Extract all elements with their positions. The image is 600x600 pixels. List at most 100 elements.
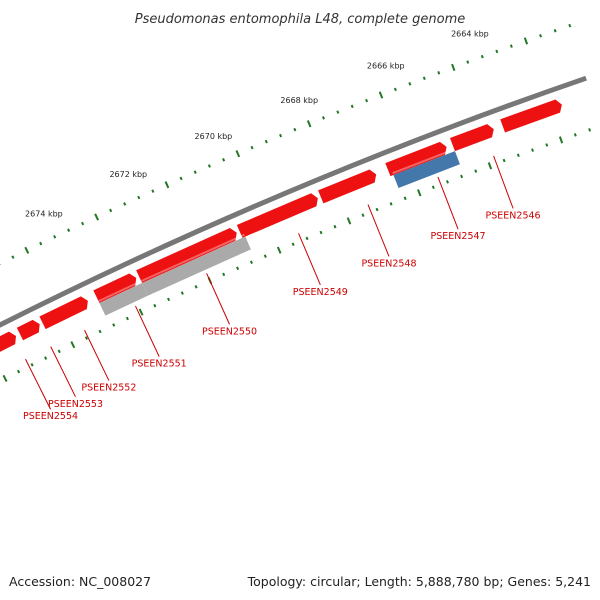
outer-tick xyxy=(568,23,572,28)
accession-text: Accession: NC_008027 xyxy=(9,574,152,589)
gene-label: PSEEN2551 xyxy=(132,359,187,370)
outer-tick xyxy=(523,37,529,45)
gene-label: PSEEN2552 xyxy=(81,383,136,394)
inner-tick xyxy=(305,236,309,241)
gene-label: PSEEN2547 xyxy=(431,231,486,242)
outer-tick xyxy=(495,49,499,54)
forward-gene xyxy=(235,190,318,238)
outer-tick xyxy=(11,255,15,259)
inner-tick xyxy=(57,349,61,354)
forward-gene xyxy=(384,139,447,177)
outer-tick xyxy=(408,82,412,86)
outer-tick-track xyxy=(0,23,572,266)
kbp-label: 2674 kbp xyxy=(25,209,63,218)
forward-gene xyxy=(499,96,562,133)
outer-tick xyxy=(553,28,557,33)
outer-tick xyxy=(350,104,354,109)
gene-label: PSEEN2546 xyxy=(486,210,541,221)
inner-tick xyxy=(44,356,48,360)
outer-tick xyxy=(365,98,369,103)
inner-tick xyxy=(389,202,393,206)
inner-tick xyxy=(417,189,422,197)
forward-gene xyxy=(38,293,88,330)
gene-leader-line xyxy=(134,305,160,357)
outer-tick xyxy=(279,133,283,138)
genome-backbone xyxy=(0,75,587,328)
inner-tick xyxy=(333,224,337,229)
outer-tick xyxy=(509,44,513,48)
kbp-label: 2672 kbp xyxy=(109,170,147,179)
gene-leader-line xyxy=(367,204,390,257)
inner-tick xyxy=(180,291,184,295)
outer-tick xyxy=(306,120,312,128)
inner-tick xyxy=(502,158,506,163)
inner-tick xyxy=(70,341,76,349)
inner-tick xyxy=(249,260,253,264)
forward-gene xyxy=(134,225,237,283)
kbp-scale-labels: 2664 kbp 2666 kbp 2668 kbp 2670 kbp 2672 kbp… xyxy=(25,30,489,219)
outer-tick xyxy=(250,145,254,150)
outer-tick xyxy=(393,87,397,92)
genome-summary-text: Topology: circular; Length: 5,888,780 bp… xyxy=(247,574,591,589)
inner-tick xyxy=(222,272,226,277)
gene-label: PSEEN2548 xyxy=(361,258,416,269)
gene-leader-line xyxy=(206,273,230,325)
outer-tick xyxy=(466,60,470,64)
outer-tick xyxy=(336,110,340,114)
outer-tick xyxy=(235,150,241,158)
outer-tick xyxy=(164,181,170,189)
inner-tick xyxy=(431,185,435,190)
outer-tick xyxy=(24,246,30,254)
gene-label: PSEEN2554 xyxy=(23,411,78,422)
inner-tick xyxy=(531,148,535,152)
inner-tick xyxy=(112,323,116,327)
inner-tick xyxy=(153,303,157,308)
forward-gene xyxy=(316,166,377,204)
inner-tick xyxy=(516,153,520,158)
inner-tick xyxy=(403,196,407,201)
forward-strand-genes xyxy=(0,96,562,352)
inner-tick xyxy=(263,254,267,258)
outer-tick xyxy=(539,34,542,38)
gene-leader-line xyxy=(437,176,459,230)
gene-label: PSEEN2549 xyxy=(293,287,348,298)
outer-tick xyxy=(109,208,113,213)
outer-tick xyxy=(123,202,127,206)
inner-tick xyxy=(445,180,449,184)
inner-tick xyxy=(487,162,493,170)
map-title: Pseudomonas entomophila L48, complete ge… xyxy=(135,12,466,27)
reverse-gene xyxy=(98,280,148,316)
gene-leader-line xyxy=(298,233,321,286)
gene-label: PSEEN2553 xyxy=(48,399,103,410)
inner-tick xyxy=(346,217,352,225)
kbp-label: 2670 kbp xyxy=(195,132,233,141)
outer-tick xyxy=(39,241,43,246)
gene-leader-line xyxy=(25,358,51,410)
outer-tick xyxy=(81,221,85,226)
outer-tick xyxy=(437,71,441,75)
inner-tick xyxy=(236,266,240,271)
outer-tick xyxy=(207,164,211,168)
kbp-label: 2664 kbp xyxy=(451,30,489,39)
outer-tick xyxy=(193,170,197,174)
inner-tick xyxy=(138,308,144,316)
inner-tick xyxy=(291,242,295,247)
reverse-gene xyxy=(392,148,460,189)
outer-tick xyxy=(422,76,426,81)
inner-tick xyxy=(319,230,323,235)
reverse-strand-genes xyxy=(98,148,460,316)
inner-tick xyxy=(167,297,171,302)
kbp-label: 2668 kbp xyxy=(280,96,318,105)
inner-tick xyxy=(125,316,129,321)
inner-tick xyxy=(474,169,478,173)
outer-tick xyxy=(94,213,100,221)
inner-tick xyxy=(30,362,34,367)
gene-label: PSEEN2550 xyxy=(202,326,257,337)
inner-tick xyxy=(194,285,198,289)
outer-tick xyxy=(451,63,456,72)
kbp-label: 2666 kbp xyxy=(367,61,405,70)
gene-leader-line xyxy=(50,346,76,398)
outer-tick xyxy=(179,176,183,181)
outer-tick xyxy=(264,139,268,144)
outer-tick xyxy=(137,195,141,200)
